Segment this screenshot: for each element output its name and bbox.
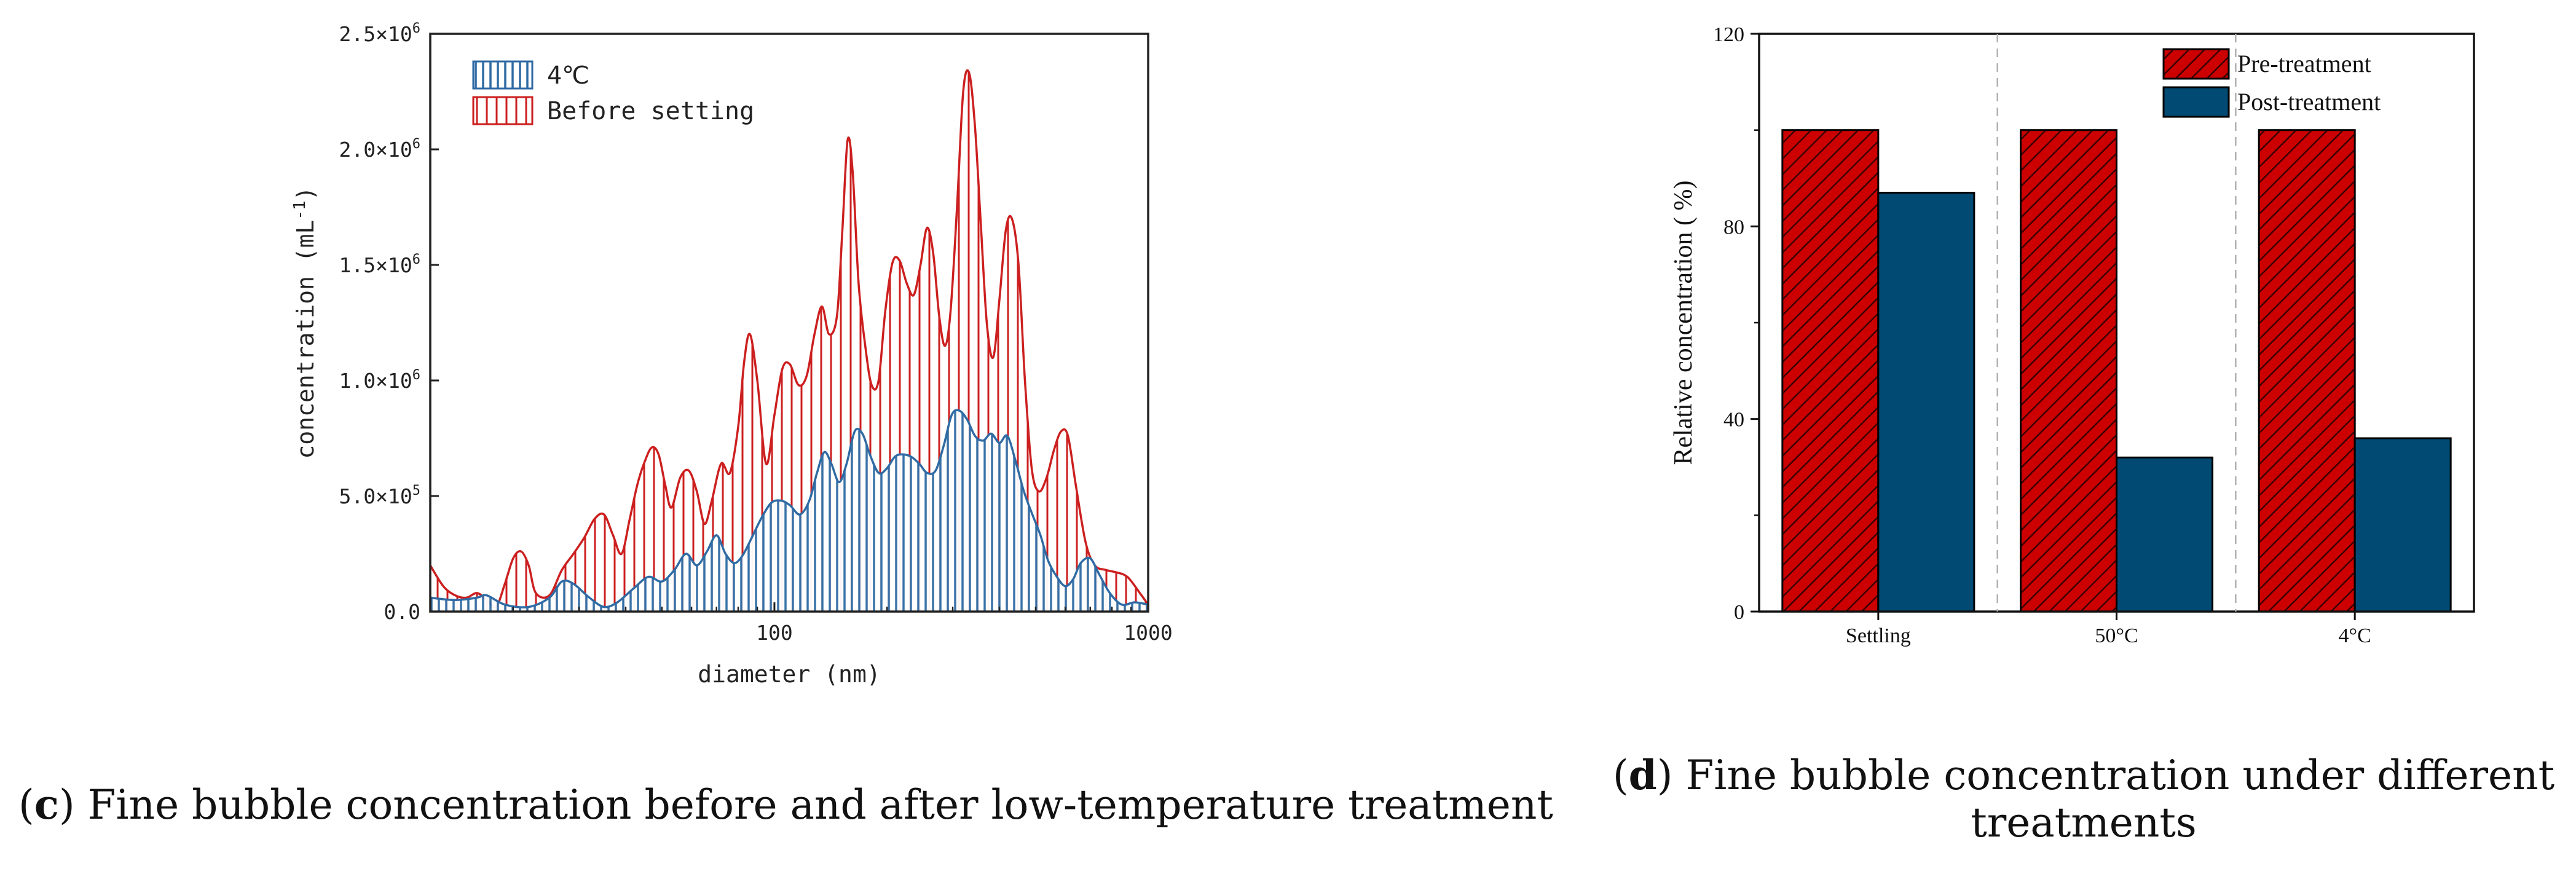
chart-d-y-tick-label: 40 (1723, 409, 1744, 431)
caption-c: (c) Fine bubble concentration before and… (18, 781, 1553, 829)
chart-c-area-series-0 (430, 410, 1148, 612)
chart-d-bar-pre-1 (2020, 129, 2117, 613)
chart-c-x-tick-label: 1000 (1124, 621, 1172, 645)
chart-c-y-tick-label: 5.0×105 (339, 483, 420, 508)
caption-d-line1: Fine bubble concentration under differen… (1672, 752, 2555, 799)
chart-c-x-tick-label: 100 (756, 621, 793, 645)
chart-c: 0.0 5.0×105 1.0×106 1.5×106 2.0×106 2.5×106 10… (291, 21, 1173, 688)
chart-c-line-series-1 (430, 69, 1148, 609)
chart-c-axes: 0.0 5.0×105 1.0×106 1.5×106 2.0×106 2.5×106 10… (339, 21, 1173, 645)
chart-c-legend-swatch (472, 60, 534, 90)
chart-d-bar-post-1 (2116, 456, 2213, 613)
chart-d-legend-label: Pre-treatment (2237, 50, 2371, 77)
chart-d-bar-pre-2 (2258, 129, 2356, 613)
caption-c-text: Fine bubble concentration before and aft… (74, 781, 1553, 829)
chart-d-bar-post-0 (1877, 192, 1975, 613)
chart-d-y-tick-label: 120 (1713, 23, 1744, 46)
chart-d-plot-area (1781, 129, 2452, 613)
chart-c-y-tick-label: 1.0×106 (339, 368, 420, 393)
chart-d-legend-label: Post-treatment (2237, 88, 2381, 116)
chart-c-legend-label: Before setting (547, 97, 754, 125)
chart-c-y-tick-label: 0.0 (384, 600, 420, 624)
chart-d-y-tick-label: 80 (1723, 216, 1744, 238)
caption-d: (d) Fine bubble concentration under diff… (1612, 751, 2555, 846)
chart-d-x-tick-label: 4°C (2339, 624, 2371, 647)
caption-d-letter: d (1628, 751, 1657, 799)
caption-c-letter: c (34, 781, 59, 829)
chart-d-y-axis-label: Relative concentration ( %) (1669, 181, 1698, 465)
chart-c-y-tick-label: 2.5×106 (339, 21, 420, 46)
chart-c-legend-label: 4℃ (547, 61, 589, 90)
chart-d-axes: Settling 50°C 4°C 0 40 80 120 (1713, 23, 2371, 647)
caption-d-line2: treatments (1971, 799, 2197, 846)
chart-c-y-axis-label: concentration (mL-1) (291, 186, 319, 459)
chart-d-legend: Pre-treatment Post-treatment (2162, 48, 2381, 118)
chart-d-y-tick-label: 0 (1734, 601, 1744, 624)
chart-d-legend-swatch (2162, 86, 2230, 118)
chart-c-x-axis-label: diameter (nm) (698, 661, 880, 688)
chart-d: Settling 50°C 4°C 0 40 80 120 Relative concent… (1669, 23, 2475, 647)
chart-c-y-tick-label: 2.0×106 (339, 136, 420, 162)
chart-c-legend: 4℃ Before setting (472, 60, 754, 125)
chart-c-legend-swatch (472, 96, 534, 125)
chart-d-x-tick-label: 50°C (2095, 624, 2138, 647)
chart-c-y-tick-label: 1.5×106 (339, 252, 420, 277)
chart-c-line-series-0 (430, 409, 1148, 608)
chart-d-bar-post-2 (2353, 437, 2452, 613)
chart-c-plot-area (430, 69, 1148, 612)
chart-c-frame (429, 33, 1149, 613)
chart-d-x-tick-label: Settling (1846, 624, 1911, 647)
chart-d-bar-pre-0 (1781, 129, 1880, 613)
chart-d-legend-swatch (2162, 48, 2230, 80)
